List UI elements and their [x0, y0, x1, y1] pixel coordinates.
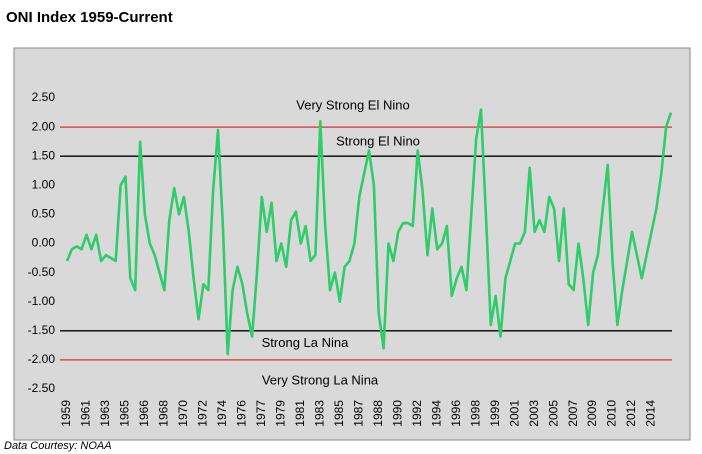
x-tick-label: 1994 [429, 400, 443, 427]
x-tick-label: 2003 [527, 400, 541, 427]
x-tick-label: 1959 [59, 400, 73, 427]
x-tick-label: 1988 [371, 400, 385, 427]
y-tick-label: 1.50 [32, 148, 56, 162]
x-tick-label: 1961 [79, 400, 93, 427]
y-tick-label: 0.50 [32, 207, 56, 221]
x-tick-label: 1974 [215, 400, 229, 427]
x-tick-label: 1965 [118, 400, 132, 427]
y-tick-label: -0.50 [28, 265, 56, 279]
x-tick-label: 1963 [98, 400, 112, 427]
reference-label: Very Strong La Nina [262, 372, 379, 387]
data-line [65, 108, 673, 356]
y-tick-label: -1.00 [28, 294, 56, 308]
x-tick-label: 2001 [507, 400, 521, 427]
x-tick-label: 1983 [312, 400, 326, 427]
x-tick-label: 1977 [254, 400, 268, 427]
x-tick-label: 1981 [293, 400, 307, 427]
x-tick-label: 1968 [157, 400, 171, 427]
x-tick-label: 1970 [176, 400, 190, 427]
x-tick-label: 2005 [546, 400, 560, 427]
x-tick-label: 1972 [196, 400, 210, 427]
y-tick-label: 2.00 [32, 119, 56, 133]
y-tick-label: -2.50 [28, 381, 56, 395]
x-tick-label: 2014 [644, 400, 658, 427]
reference-label: Strong La Nina [262, 335, 349, 350]
x-tick-label: 1979 [273, 400, 287, 427]
reference-label: Strong El Nino [336, 134, 420, 149]
source-note: Data Courtesy: NOAA [4, 440, 112, 452]
x-tick-label: 1998 [468, 400, 482, 427]
y-tick-label: -2.00 [28, 352, 56, 366]
x-tick-label: 1976 [235, 400, 249, 427]
x-tick-label: 2012 [624, 400, 638, 427]
y-tick-label: 0.00 [32, 236, 56, 250]
x-tick-label: 1985 [332, 400, 346, 427]
y-tick-label: 2.50 [32, 90, 56, 104]
x-tick-label: 1966 [137, 400, 151, 427]
y-tick-label: -1.50 [28, 323, 56, 337]
x-tick-label: 1999 [488, 400, 502, 427]
x-tick-label: 2009 [585, 400, 599, 427]
chart-title: ONI Index 1959-Current [6, 9, 173, 26]
x-tick-label: 1996 [449, 400, 463, 427]
x-tick-label: 1992 [410, 400, 424, 427]
y-tick-label: 1.00 [32, 177, 56, 191]
reference-label: Very Strong El Nino [296, 98, 409, 113]
x-tick-label: 2007 [566, 400, 580, 427]
x-tick-label: 1987 [351, 400, 365, 427]
x-tick-label: 1990 [390, 400, 404, 427]
x-tick-label: 2010 [605, 400, 619, 427]
